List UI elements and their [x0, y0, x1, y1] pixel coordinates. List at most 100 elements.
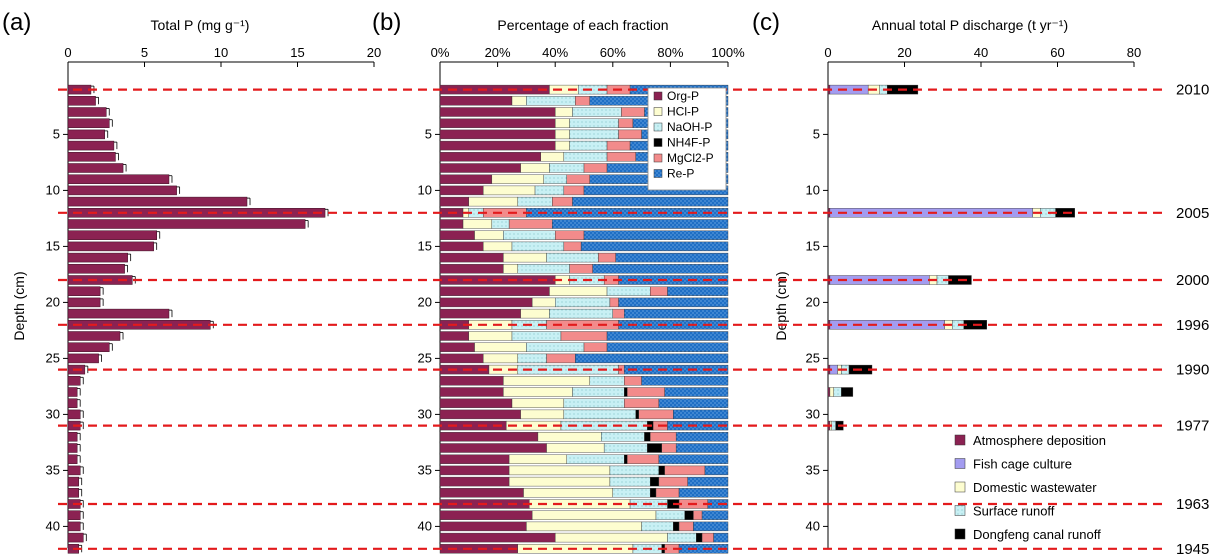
- total-p-bar: [67, 342, 110, 352]
- legend-label: Surface runoff: [973, 504, 1055, 519]
- total-p-bar: [67, 488, 79, 498]
- total-p-bar: [67, 275, 133, 285]
- rep-segment: [675, 432, 729, 442]
- mgcl2-segment: [627, 454, 660, 464]
- total-p-bar: [67, 163, 124, 173]
- source-legend: Atmosphere deposition Fish cage culture Do…: [954, 433, 1106, 542]
- total-p-bar: [67, 532, 84, 543]
- year-label: 1990: [1176, 362, 1209, 379]
- y-tick-label: 15: [806, 238, 820, 253]
- total-p-bar: [67, 398, 78, 408]
- y-tick-label: 10: [418, 182, 432, 197]
- rep-segment: [575, 353, 729, 364]
- org-segment: [439, 174, 493, 184]
- y-tick-label: 10: [46, 182, 60, 197]
- rep-legend-swatch: [653, 169, 663, 178]
- naoh-segment: [833, 387, 842, 397]
- hcl-segment: [520, 163, 550, 173]
- year-label: 1945: [1176, 541, 1209, 554]
- fish-segment: [829, 84, 869, 95]
- org-segment: [439, 252, 504, 263]
- mgcl2-segment: [678, 521, 694, 532]
- nh4f-segment: [650, 476, 660, 487]
- mgcl2-segment: [627, 387, 665, 397]
- mgcl2-segment: [618, 129, 642, 140]
- org-segment: [439, 488, 524, 498]
- legend-label: NaOH-P: [667, 120, 712, 134]
- org-segment: [439, 532, 556, 543]
- hcl-segment: [511, 398, 565, 408]
- panel-b-title: Percentage of each fraction: [497, 17, 668, 33]
- mgcl2-segment: [583, 163, 608, 173]
- x-tick-label: 60%: [600, 45, 626, 60]
- org-segment: [439, 387, 504, 397]
- hcl-segment: [523, 488, 614, 498]
- total-p-bar: [67, 521, 81, 532]
- legend-label: HCl-P: [667, 105, 699, 119]
- hcl-segment: [555, 532, 668, 543]
- org-segment: [439, 331, 469, 341]
- hcl-segment: [474, 230, 504, 240]
- mgcl2-segment: [612, 308, 625, 319]
- total-p-bar: [67, 174, 170, 184]
- org-segment: [439, 264, 504, 274]
- mgcl2-segment: [606, 140, 631, 151]
- naoh-segment: [543, 174, 567, 184]
- rep-segment: [704, 465, 729, 476]
- rep-segment: [658, 398, 729, 408]
- total-p-bar: [67, 252, 128, 263]
- naoh-segment: [601, 432, 645, 442]
- naoh-segment: [572, 107, 622, 117]
- y-tick-label: 20: [46, 294, 60, 309]
- naoh-legend-swatch: [954, 505, 966, 516]
- hcl-segment: [829, 387, 834, 397]
- mgcl2-segment: [693, 510, 703, 520]
- y-tick-label: 40: [418, 518, 432, 533]
- total-p-bar: [67, 409, 81, 420]
- rep-segment: [606, 331, 729, 341]
- naoh-segment: [589, 376, 625, 386]
- naoh-segment: [491, 219, 510, 229]
- org-segment: [439, 107, 556, 117]
- mgcl2-segment: [664, 465, 706, 476]
- x-tick-label: 100%: [711, 45, 745, 60]
- mgcl2-legend-swatch: [653, 153, 663, 163]
- naoh-segment: [572, 387, 625, 397]
- rep-segment: [675, 443, 729, 453]
- rep-segment: [664, 387, 729, 397]
- hcl-segment: [508, 476, 611, 487]
- y-tick-label: 30: [806, 406, 820, 421]
- nh4f-segment: [684, 510, 694, 520]
- rep-segment: [701, 510, 729, 520]
- rep-segment: [641, 376, 729, 386]
- year-reference-lines: [58, 88, 1168, 550]
- year-label: 2010: [1176, 82, 1209, 99]
- rep-segment: [693, 521, 729, 532]
- hcl-segment: [503, 387, 573, 397]
- total-p-bar: [67, 353, 99, 364]
- naoh-segment: [563, 152, 608, 162]
- legend-label: Re-P: [667, 167, 694, 181]
- nh4f-legend-swatch: [653, 138, 663, 147]
- y-tick-label: 15: [46, 238, 60, 253]
- nh4f-segment: [624, 454, 628, 464]
- org-segment: [439, 342, 475, 352]
- mgcl2-segment: [638, 409, 674, 420]
- hcl-segment: [520, 409, 565, 420]
- org-segment: [439, 454, 510, 464]
- hcl-segment: [474, 342, 527, 352]
- y-tick-label: 35: [46, 462, 60, 477]
- year-labels: 2010 2005 2000 1996 1990 1977 1963 1945: [1176, 82, 1209, 554]
- rep-segment: [624, 308, 729, 319]
- naoh-segment: [612, 488, 651, 498]
- hcl-segment: [483, 185, 536, 196]
- y-tick-label: 5: [425, 126, 432, 141]
- naoh-segment: [569, 129, 619, 140]
- x-tick-label: 20: [897, 45, 911, 60]
- total-p-bar: [67, 118, 110, 128]
- total-p-bar: [67, 107, 107, 117]
- org-segment: [439, 230, 475, 240]
- rep-segment: [592, 264, 729, 274]
- total-p-bar: [67, 96, 96, 106]
